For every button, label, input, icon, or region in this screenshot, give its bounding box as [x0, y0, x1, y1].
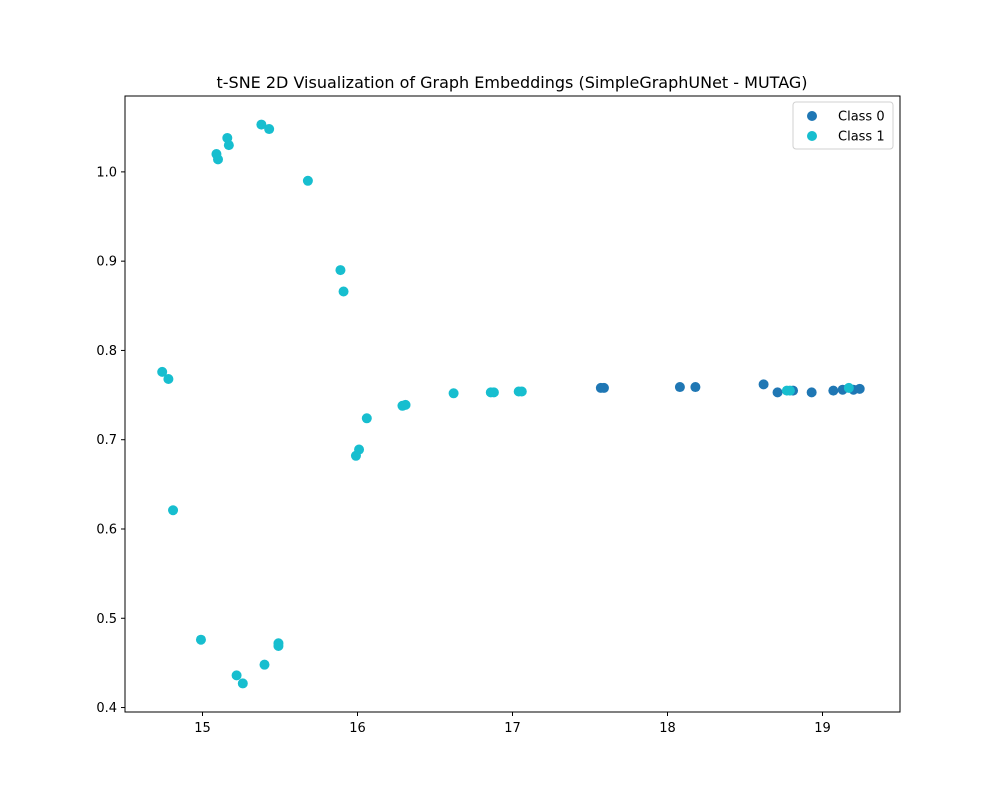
point-class1-26: [231, 670, 242, 681]
point-class1-16: [400, 399, 411, 410]
data-points-layer: [157, 119, 865, 689]
point-class1-21: [516, 386, 527, 397]
point-class1-23: [784, 385, 795, 396]
legend-marker: [807, 111, 817, 121]
point-class1-10: [163, 374, 174, 384]
y-tick-label: 1.0: [96, 165, 117, 180]
y-tick-label: 0.5: [96, 612, 117, 627]
plot-frame: [124, 95, 901, 713]
point-class1-8: [338, 286, 349, 297]
point-class1-9: [157, 366, 168, 377]
legend-marker: [807, 131, 817, 141]
x-tick-label: 16: [349, 721, 366, 736]
point-class0-11: [854, 383, 865, 394]
y-tick-label: 0.8: [96, 344, 117, 359]
point-class1-14: [361, 413, 372, 424]
y-tick-label: 0.7: [96, 433, 117, 448]
y-tick-label: 0.6: [96, 522, 117, 537]
x-tick-label: 15: [194, 721, 211, 736]
point-class1-24: [843, 382, 854, 393]
point-class1-4: [256, 119, 267, 130]
point-class1-6: [302, 175, 313, 186]
point-class0-2: [674, 382, 685, 393]
point-class1-25: [195, 634, 206, 645]
legend-box: [792, 101, 894, 150]
legend-label: Class 0: [838, 110, 885, 125]
point-class1-30: [273, 640, 284, 651]
x-axis-ticks: 15 16 17 18 19: [194, 712, 831, 736]
point-class0-1: [598, 382, 609, 393]
point-class0-3: [690, 382, 701, 393]
chart-title: t-SNE 2D Visualization of Graph Embeddin…: [217, 73, 808, 92]
point-class0-8: [828, 385, 839, 396]
point-class1-19: [488, 387, 499, 398]
legend-label: Class 1: [838, 130, 885, 145]
x-tick-label: 19: [814, 721, 831, 736]
point-class1-1: [213, 154, 223, 165]
point-class0-5: [772, 387, 783, 398]
point-class1-5: [264, 124, 275, 135]
point-class1-3: [223, 140, 234, 151]
point-class0-4: [758, 379, 769, 390]
y-axis-ticks: 0.4 0.5 0.6 0.7 0.8 0.9 1.0: [96, 165, 125, 716]
legend: Class 0 Class 1: [792, 101, 894, 150]
y-tick-label: 0.9: [96, 255, 117, 270]
point-class1-28: [259, 659, 270, 670]
x-tick-label: 17: [504, 721, 521, 736]
point-class1-7: [335, 265, 346, 276]
point-class1-27: [237, 678, 248, 689]
x-tick-label: 18: [659, 721, 676, 736]
point-class1-11: [168, 505, 179, 516]
point-class1-13: [354, 444, 365, 455]
point-class1-17: [448, 388, 459, 399]
y-tick-label: 0.4: [96, 701, 117, 716]
point-class0-7: [806, 387, 817, 398]
